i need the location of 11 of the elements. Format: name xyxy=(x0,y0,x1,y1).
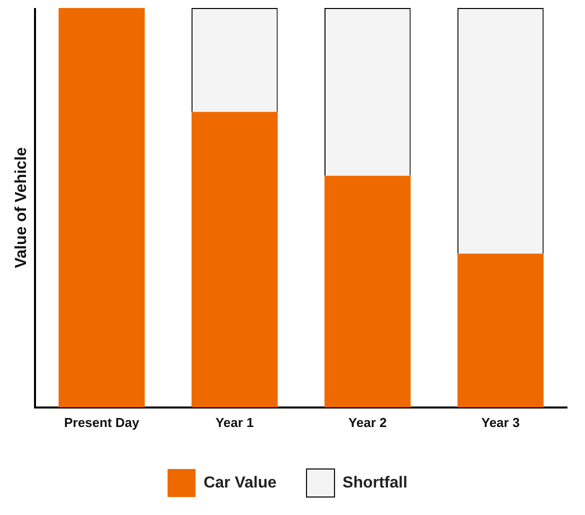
x-tick-label: Year 3 xyxy=(481,414,520,430)
bar xyxy=(457,254,544,408)
bar xyxy=(58,8,145,408)
legend-label: Car Value xyxy=(204,474,277,492)
x-tick-label: Year 1 xyxy=(215,414,254,430)
bar xyxy=(192,112,278,408)
x-tick-label: Present Day xyxy=(64,414,140,430)
legend-label: Shortfall xyxy=(342,474,408,492)
y-axis-title: Value of Vehicle xyxy=(13,147,30,268)
bar xyxy=(324,176,411,408)
x-tick-label: Year 2 xyxy=(348,414,387,430)
